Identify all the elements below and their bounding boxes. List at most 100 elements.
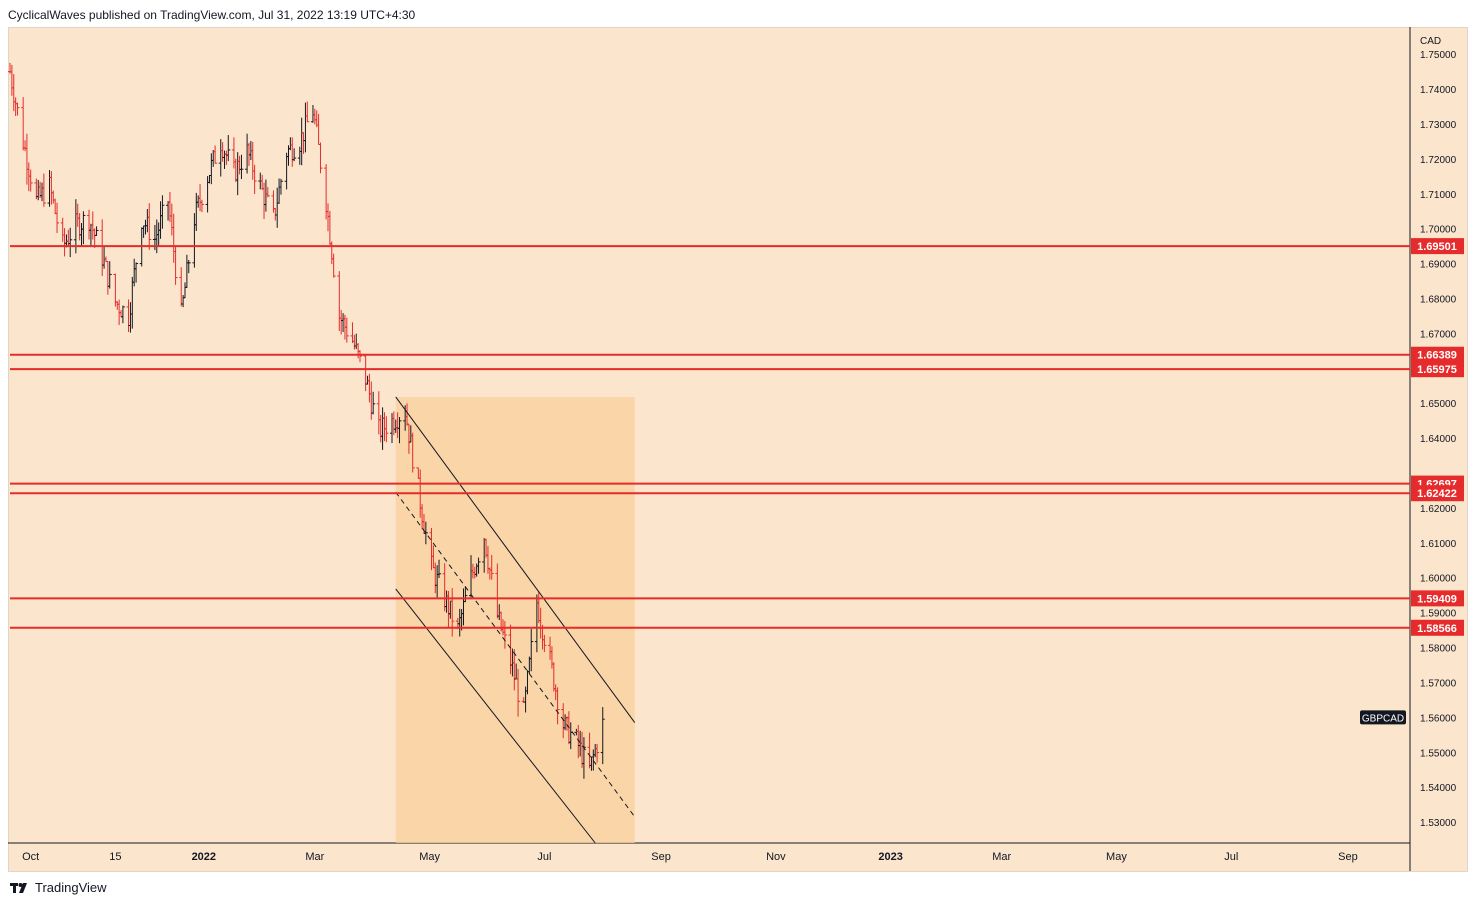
ohlc-bar [226,135,231,162]
ohlc-bar [600,707,605,765]
y-tick-label: 1.62000 [1420,504,1457,515]
ohlc-bar [160,195,165,229]
symbol-tag: GBPCAD [1362,713,1404,724]
y-tick-label: 1.75000 [1420,50,1457,61]
channel-shade [395,396,635,843]
y-tick-label: 1.53000 [1420,818,1457,829]
x-tick-label: Jul [537,851,551,863]
ohlc-bar [173,245,178,285]
level-label-bg [1411,346,1464,363]
y-tick-label: 1.57000 [1420,678,1457,689]
y-tick-label: 1.73000 [1420,120,1457,131]
x-tick-label: 2022 [192,851,216,863]
channel-upper-line [395,396,636,723]
level-label-bg [1411,238,1464,255]
ohlc-bar [265,187,270,198]
x-tick-label: May [1106,851,1127,863]
channel-lower-line [395,588,596,844]
level-label-bg [1411,485,1464,502]
y-tick-label: 1.61000 [1420,539,1457,550]
tradingview-icon [10,881,30,895]
ohlc-bar [489,555,494,580]
y-tick-label: 1.58000 [1420,644,1457,655]
y-tick-label: 1.65000 [1420,399,1457,410]
ohlc-bar [41,173,46,207]
x-tick-label: Mar [305,851,324,863]
y-tick-label: 1.56000 [1420,713,1457,724]
y-tick-label: 1.71000 [1420,190,1457,201]
y-tick-label: 1.54000 [1420,783,1457,794]
x-tick-label: Sep [651,851,671,863]
level-label: 1.65975 [1417,364,1457,376]
ohlc-bar [134,262,139,283]
ohlc-bar [94,226,99,236]
ohlc-bar [199,199,204,213]
level-label: 1.69501 [1417,241,1457,253]
ohlc-bar [581,737,586,779]
level-label: 1.66389 [1417,350,1457,362]
ohlc-bar [68,227,73,258]
level-label-bg [1411,590,1464,607]
ohlc-bar [371,391,376,415]
x-tick-label: Sep [1338,851,1358,863]
ohlc-bar [28,169,33,192]
currency-label: CAD [1420,36,1441,47]
tradingview-logo[interactable]: TradingView [10,880,107,895]
ohlc-bar [318,142,323,174]
ohlc-bar [15,102,20,116]
ohlc-bar [331,253,336,278]
ohlc-bar [55,202,60,234]
level-label: 1.58566 [1417,623,1457,635]
x-tick-label: May [419,851,440,863]
ohlc-bar [120,305,125,324]
ohlc-bar [542,634,547,653]
ohlc-bar [305,101,310,123]
symbol-tag-bg [1360,710,1406,725]
x-tick-label: Mar [992,851,1011,863]
tradingview-label: TradingView [35,880,107,895]
ohlc-bar [595,743,600,763]
ohlc-bar [397,417,402,444]
level-label: 1.62422 [1417,488,1457,500]
level-label-bg [1411,619,1464,636]
level-label-bg [1411,361,1464,378]
chart-area[interactable] [8,27,1468,872]
ohlc-bar [81,211,86,245]
ohlc-bar [292,148,297,162]
level-label: 1.59409 [1417,593,1457,605]
ohlc-bar [463,586,468,603]
ohlc-bar [186,259,191,274]
y-tick-label: 1.60000 [1420,574,1457,585]
x-tick-label: Jul [1224,851,1238,863]
channel-mid-line [395,491,636,818]
ohlc-bar [437,559,442,579]
ohlc-bar [107,261,112,289]
ohlc-bar [384,416,389,443]
x-tick-label: Oct [22,851,39,863]
y-tick-label: 1.67000 [1420,329,1457,340]
ohlc-bar [363,355,368,392]
ohlc-bar [278,178,283,195]
ohlc-bar [358,350,362,363]
x-tick-label: 2023 [878,851,902,863]
ohlc-bar [410,432,415,473]
y-tick-label: 1.64000 [1420,434,1457,445]
ohlc-bar [502,621,507,649]
ohlc-bar [239,154,244,180]
ohlc-bar [252,164,257,195]
y-tick-label: 1.70000 [1420,225,1457,236]
ohlc-bar [147,203,152,250]
y-tick-label: 1.55000 [1420,748,1457,759]
ohlc-bar [344,317,349,343]
y-tick-label: 1.68000 [1420,295,1457,306]
y-tick-label: 1.59000 [1420,609,1457,620]
ohlc-bar [529,628,534,672]
x-tick-label: Nov [766,851,786,863]
y-tick-label: 1.74000 [1420,85,1457,96]
ohlc-bar [213,145,218,164]
ohlc-bar [555,687,560,725]
publish-info: CyclicalWaves published on TradingView.c… [8,8,416,22]
y-tick-label: 1.72000 [1420,155,1457,166]
ohlc-chart[interactable]: 1.695011.663891.659751.626971.624221.594… [0,0,1478,880]
ohlc-bar [423,521,428,545]
